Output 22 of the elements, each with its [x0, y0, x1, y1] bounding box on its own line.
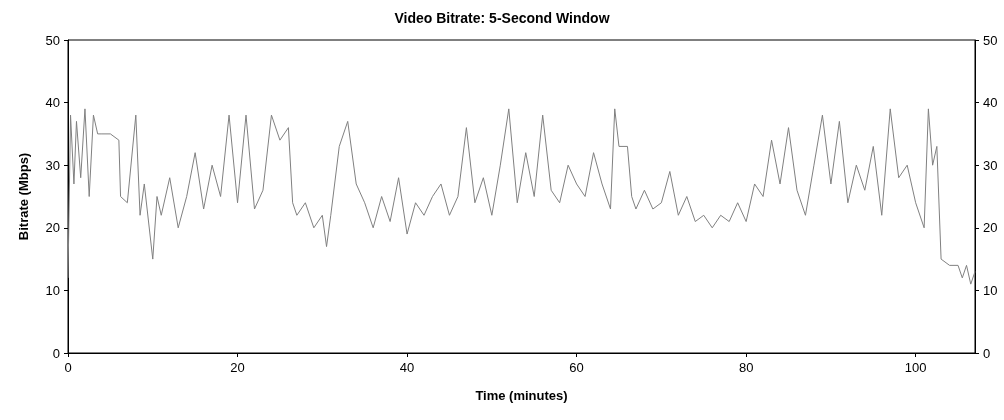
y2-tick-label: 0 — [983, 345, 991, 361]
y2-tick-label: 50 — [983, 32, 998, 48]
y-tick-label: 30 — [45, 157, 60, 173]
x-tick-label: 40 — [399, 360, 415, 375]
x-tick-label: 0 — [64, 360, 72, 375]
y2-tick-label: 20 — [983, 220, 998, 236]
x-tick-label: 80 — [738, 360, 754, 375]
chart-title: Video Bitrate: 5-Second Window — [394, 10, 610, 26]
x-tick-label: 60 — [569, 360, 584, 375]
y-tick-label: 0 — [52, 345, 60, 361]
y-axis-title: Bitrate (Mbps) — [16, 152, 31, 241]
y2-tick-label: 40 — [983, 95, 998, 111]
x-tick-label: 100 — [904, 360, 927, 375]
y-tick-label: 40 — [45, 95, 60, 111]
y2-tick-label: 10 — [983, 282, 998, 298]
x-tick-label: 20 — [230, 360, 245, 375]
y-tick-label: 10 — [45, 282, 60, 298]
y-tick-label: 50 — [45, 32, 60, 48]
x-axis-title: Time (minutes) — [475, 388, 568, 403]
line-series — [67, 108, 976, 285]
y-tick-label: 20 — [45, 220, 60, 236]
y2-tick-label: 30 — [983, 157, 998, 173]
